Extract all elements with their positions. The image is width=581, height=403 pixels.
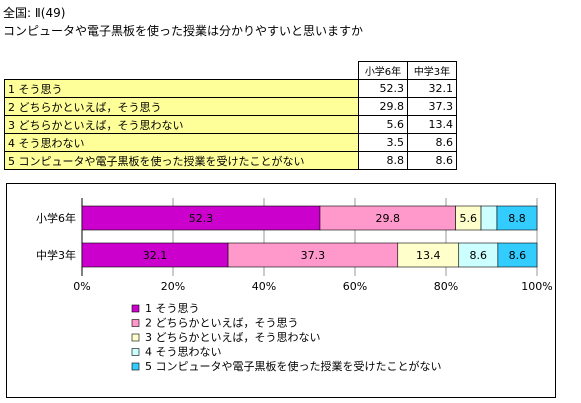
bar-value-label: 8.8	[508, 212, 526, 225]
table-row: 4 そう思わない 3.5 8.6	[4, 133, 457, 152]
cell-value: 5.6	[358, 115, 408, 134]
x-tick-label: 100%	[521, 280, 552, 293]
bar-segment	[227, 242, 399, 268]
cell-value: 8.6	[407, 133, 457, 152]
row-label: 4 そう思わない	[4, 133, 359, 152]
bar-segment	[496, 205, 538, 231]
cell-value: 29.8	[358, 97, 408, 116]
column-header-elementary: 小学6年	[358, 61, 408, 80]
bar-value-label: 13.4	[416, 249, 441, 262]
x-tick-label: 40%	[252, 280, 276, 293]
x-tick-label: 0%	[73, 280, 90, 293]
legend-swatch	[131, 333, 140, 342]
row-label: 2 どちらかといえば，そう思う	[4, 97, 359, 116]
table-row: 3 どちらかといえば，そう思わない 5.6 13.4	[4, 115, 457, 134]
table-row: 5 コンピュータや電子黒板を使った授業を受けたことがない 8.8 8.6	[4, 151, 457, 170]
bar-value-label: 5.6	[460, 212, 478, 225]
table-header-row: 小学6年 中学3年	[4, 61, 457, 80]
legend-label: 4 そう思わない	[145, 346, 222, 359]
question-title: コンピュータや電子黒板を使った授業は分かりやすいと思いますか	[3, 24, 364, 38]
cell-value: 52.3	[358, 79, 408, 98]
x-tick-label: 20%	[161, 280, 185, 293]
bar-value-label: 37.3	[301, 249, 326, 262]
results-table: 小学6年 中学3年 1 そう思う 52.3 32.1 2 どちらかといえば，そう…	[4, 61, 457, 170]
bar-segment	[81, 205, 321, 231]
cell-value: 3.5	[358, 133, 408, 152]
legend-swatch	[131, 319, 140, 327]
table-corner	[4, 61, 359, 80]
row-label: 5 コンピュータや電子黒板を使った授業を受けたことがない	[4, 151, 359, 170]
chart-frame: 0% 20% 40% 60% 80% 100% 小学6年 52.3 29.8 5.6 8.8 中学3年…	[6, 183, 556, 398]
legend-label: 2 どちらかといえば，そう思う	[145, 317, 299, 330]
cell-value: 13.4	[407, 115, 457, 134]
x-tick-label: 80%	[434, 280, 458, 293]
bar-value-label: 29.8	[376, 212, 401, 225]
cell-value: 8.6	[407, 151, 457, 170]
table-row: 1 そう思う 52.3 32.1	[4, 79, 457, 98]
row-label: 3 どちらかといえば，そう思わない	[4, 115, 359, 134]
legend-label: 3 どちらかといえば，そう思わない	[145, 331, 321, 344]
stacked-bar-chart: 0% 20% 40% 60% 80% 100% 小学6年 52.3 29.8 5.6 8.8 中学3年…	[36, 198, 553, 373]
bar-value-label: 32.1	[143, 249, 168, 262]
legend-swatch	[131, 348, 140, 356]
bar-segment	[81, 242, 229, 268]
bar-segment	[480, 205, 498, 231]
category-label: 中学3年	[36, 248, 76, 262]
legend-swatch	[131, 362, 140, 371]
legend-label: 1 そう思う	[145, 302, 200, 315]
x-tick-label: 60%	[343, 280, 367, 293]
cell-value: 8.8	[358, 151, 408, 170]
bar-value-label: 8.6	[509, 249, 527, 262]
bar-segment	[458, 242, 499, 268]
bar-segment	[497, 242, 538, 268]
bar-segment	[397, 242, 460, 268]
cell-value: 37.3	[407, 97, 457, 116]
legend-swatch	[131, 304, 140, 313]
bar-value-label: 8.6	[470, 249, 488, 262]
cell-value: 32.1	[407, 79, 457, 98]
column-header-junior-high: 中学3年	[407, 61, 457, 80]
bar-value-label: 52.3	[189, 212, 214, 225]
category-label: 小学6年	[36, 211, 76, 225]
table-row: 2 どちらかといえば，そう思う 29.8 37.3	[4, 97, 457, 116]
row-label: 1 そう思う	[4, 79, 359, 98]
region-title: 全国: Ⅱ(49)	[3, 6, 66, 20]
legend-label: 5 コンピュータや電子黒板を使った授業を受けたことがない	[145, 359, 442, 373]
